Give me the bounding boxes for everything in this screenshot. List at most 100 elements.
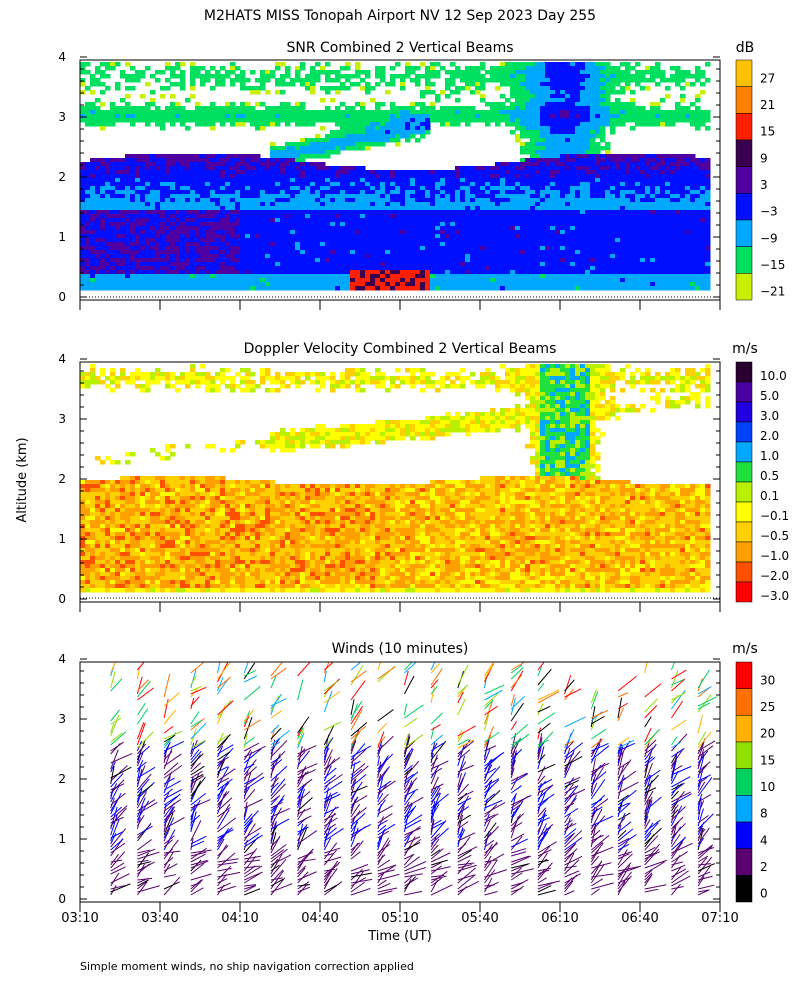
- heatmap-cell: [335, 166, 341, 171]
- heatmap-cell: [405, 206, 411, 211]
- heatmap-cell: [350, 262, 356, 267]
- heatmap-cell: [530, 150, 536, 155]
- heatmap-cell: [355, 254, 361, 259]
- heatmap-cell: [315, 174, 321, 179]
- heatmap-cell: [370, 142, 376, 147]
- heatmap-cell: [130, 246, 136, 251]
- heatmap-cell: [535, 178, 541, 183]
- heatmap-cell: [495, 222, 501, 227]
- heatmap-cell: [110, 286, 116, 291]
- heatmap-cell: [215, 178, 221, 183]
- heatmap-cell: [420, 270, 426, 275]
- heatmap-cell: [100, 226, 106, 231]
- heatmap-cell: [310, 202, 316, 207]
- heatmap-cell: [585, 258, 591, 263]
- heatmap-cell: [615, 118, 621, 123]
- heatmap-cell: [395, 110, 401, 115]
- heatmap-cell: [265, 234, 271, 239]
- heatmap-cell: [355, 170, 361, 175]
- heatmap-cell: [150, 162, 156, 167]
- heatmap-cell: [405, 226, 411, 231]
- heatmap-cell: [240, 194, 246, 199]
- heatmap-cell: [435, 274, 441, 279]
- heatmap-cell: [310, 186, 316, 191]
- heatmap-cell: [315, 142, 321, 147]
- heatmap-cell: [320, 218, 326, 223]
- heatmap-cell: [320, 238, 326, 243]
- heatmap-cell: [370, 222, 376, 227]
- heatmap-cell: [125, 238, 131, 243]
- heatmap-cell: [555, 146, 561, 151]
- heatmap-cell: [300, 210, 306, 215]
- heatmap-cell: [175, 154, 181, 159]
- heatmap-cell: [500, 202, 506, 207]
- heatmap-cell: [545, 86, 551, 91]
- heatmap-cell: [150, 258, 156, 263]
- heatmap-cell: [360, 170, 366, 175]
- heatmap-cell: [435, 170, 441, 175]
- heatmap-cell: [175, 106, 181, 111]
- heatmap-cell: [385, 186, 391, 191]
- heatmap-cell: [215, 230, 221, 235]
- heatmap-cell: [190, 170, 196, 175]
- heatmap-cell: [250, 270, 256, 275]
- heatmap-cell: [390, 78, 396, 83]
- heatmap-cell: [335, 114, 341, 119]
- heatmap-cell: [110, 206, 116, 211]
- heatmap-cell: [500, 278, 506, 283]
- heatmap-cell: [235, 154, 241, 159]
- heatmap-cell: [530, 238, 536, 243]
- heatmap-cell: [505, 110, 511, 115]
- heatmap-cell: [215, 234, 221, 239]
- heatmap-cell: [480, 110, 486, 115]
- heatmap-cell: [520, 66, 526, 71]
- heatmap-cell: [380, 142, 386, 147]
- heatmap-cell: [235, 250, 241, 255]
- heatmap-cell: [100, 254, 106, 259]
- heatmap-cell: [275, 206, 281, 211]
- heatmap-cell: [240, 206, 246, 211]
- heatmap-cell: [560, 186, 566, 191]
- heatmap-cell: [350, 270, 356, 275]
- heatmap-cell: [465, 206, 471, 211]
- heatmap-cell: [515, 286, 521, 291]
- heatmap-cell: [450, 242, 456, 247]
- heatmap-cell: [410, 66, 416, 71]
- heatmap-cell: [415, 114, 421, 119]
- heatmap-cell: [625, 210, 631, 215]
- heatmap-cell: [370, 98, 376, 103]
- heatmap-cell: [260, 118, 266, 123]
- heatmap-cell: [305, 262, 311, 267]
- heatmap-cell: [180, 86, 186, 91]
- heatmap-cell: [255, 218, 261, 223]
- heatmap-cell: [240, 258, 246, 263]
- heatmap-cell: [190, 162, 196, 167]
- heatmap-cell: [130, 282, 136, 287]
- heatmap-cell: [595, 62, 601, 67]
- heatmap-cell: [265, 238, 271, 243]
- heatmap-cell: [250, 178, 256, 183]
- heatmap-cell: [430, 262, 436, 267]
- heatmap-cell: [290, 262, 296, 267]
- heatmap-cell: [560, 274, 566, 279]
- heatmap-cell: [375, 194, 381, 199]
- heatmap-cell: [540, 218, 546, 223]
- heatmap-cell: [515, 278, 521, 283]
- heatmap-cell: [545, 210, 551, 215]
- heatmap-cell: [280, 158, 286, 163]
- heatmap-cell: [625, 86, 631, 91]
- heatmap-cell: [365, 222, 371, 227]
- heatmap-cell: [600, 62, 606, 67]
- heatmap-cell: [385, 246, 391, 251]
- heatmap-cell: [415, 218, 421, 223]
- heatmap-cell: [400, 170, 406, 175]
- heatmap-cell: [320, 138, 326, 143]
- heatmap-cell: [495, 66, 501, 71]
- heatmap-cell: [155, 110, 161, 115]
- heatmap-cell: [135, 154, 141, 159]
- heatmap-cell: [450, 110, 456, 115]
- heatmap-cell: [515, 250, 521, 255]
- heatmap-cell: [190, 202, 196, 207]
- heatmap-cell: [540, 274, 546, 279]
- heatmap-cell: [510, 130, 516, 135]
